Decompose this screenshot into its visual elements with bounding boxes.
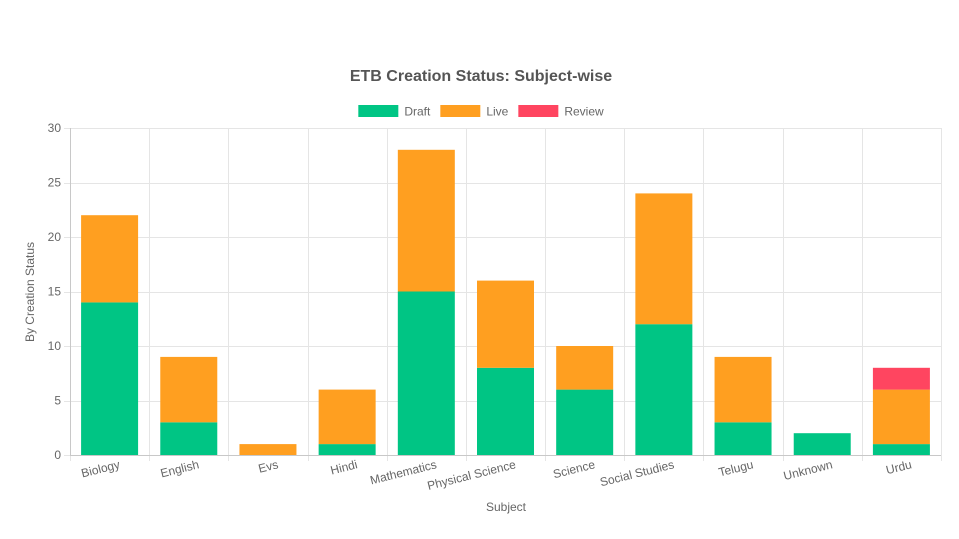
- bar-segment[interactable]: [239, 444, 297, 455]
- legend-swatch[interactable]: [358, 105, 399, 117]
- x-tick-label: Physical Science: [426, 457, 518, 493]
- y-tick-labels: 0 5 10 15 20 25 30: [48, 121, 62, 462]
- x-tick-label: Science: [552, 457, 597, 481]
- chart-title: ETB Creation Status: Subject-wise: [350, 68, 612, 85]
- bar-segment[interactable]: [714, 422, 772, 455]
- y-tick-label: 15: [48, 285, 62, 299]
- x-tick-label: Unknown: [782, 457, 834, 483]
- legend-swatch[interactable]: [518, 105, 559, 117]
- bar-segment[interactable]: [872, 367, 930, 390]
- legend-label[interactable]: Draft: [404, 105, 431, 119]
- bar-segment[interactable]: [872, 444, 930, 455]
- x-tick-label: Urdu: [885, 457, 914, 477]
- x-tick-label: Telugu: [717, 457, 755, 479]
- x-tick-label: Hindi: [329, 457, 359, 477]
- bar-segment[interactable]: [477, 280, 534, 368]
- bar-segment[interactable]: [318, 444, 376, 455]
- bar-segment[interactable]: [556, 389, 614, 455]
- x-tick-label: English: [159, 457, 201, 480]
- bar-segment[interactable]: [397, 291, 455, 456]
- bar-segment[interactable]: [397, 149, 455, 292]
- y-tick-label: 30: [48, 121, 62, 135]
- bar-segment[interactable]: [635, 324, 693, 455]
- bar-segment[interactable]: [160, 356, 218, 423]
- x-axis-title: Subject: [486, 500, 527, 514]
- x-tick-label: Biology: [80, 457, 122, 480]
- legend-swatch[interactable]: [440, 105, 481, 117]
- bar-segment[interactable]: [872, 389, 930, 445]
- bar-segment[interactable]: [81, 215, 139, 303]
- bar-segment[interactable]: [318, 389, 376, 445]
- x-tick-label: Evs: [257, 457, 280, 475]
- bar-segment[interactable]: [160, 422, 218, 455]
- legend: Draft Live Review: [358, 105, 604, 119]
- x-tick-labels: Biology English Evs Hindi MathematicsPhysica…: [80, 457, 913, 493]
- y-axis-title: By Creation Status: [23, 242, 37, 342]
- bar-segment[interactable]: [714, 356, 772, 423]
- grid-lines: [64, 128, 942, 461]
- axes: [70, 128, 941, 456]
- bar-segment[interactable]: [477, 367, 534, 455]
- y-tick-label: 25: [48, 176, 62, 190]
- bar-segment[interactable]: [793, 433, 851, 455]
- bar-segment[interactable]: [635, 193, 693, 325]
- y-tick-label: 0: [54, 448, 61, 462]
- legend-label[interactable]: Review: [564, 105, 604, 119]
- y-tick-label: 5: [54, 394, 61, 408]
- y-tick-label: 10: [48, 339, 62, 353]
- x-tick-label: Social Studies: [598, 457, 675, 489]
- bars: [81, 149, 930, 456]
- legend-label[interactable]: Live: [486, 105, 508, 119]
- bar-segment[interactable]: [556, 346, 614, 390]
- y-tick-label: 20: [48, 230, 62, 244]
- bar-segment[interactable]: [81, 302, 139, 455]
